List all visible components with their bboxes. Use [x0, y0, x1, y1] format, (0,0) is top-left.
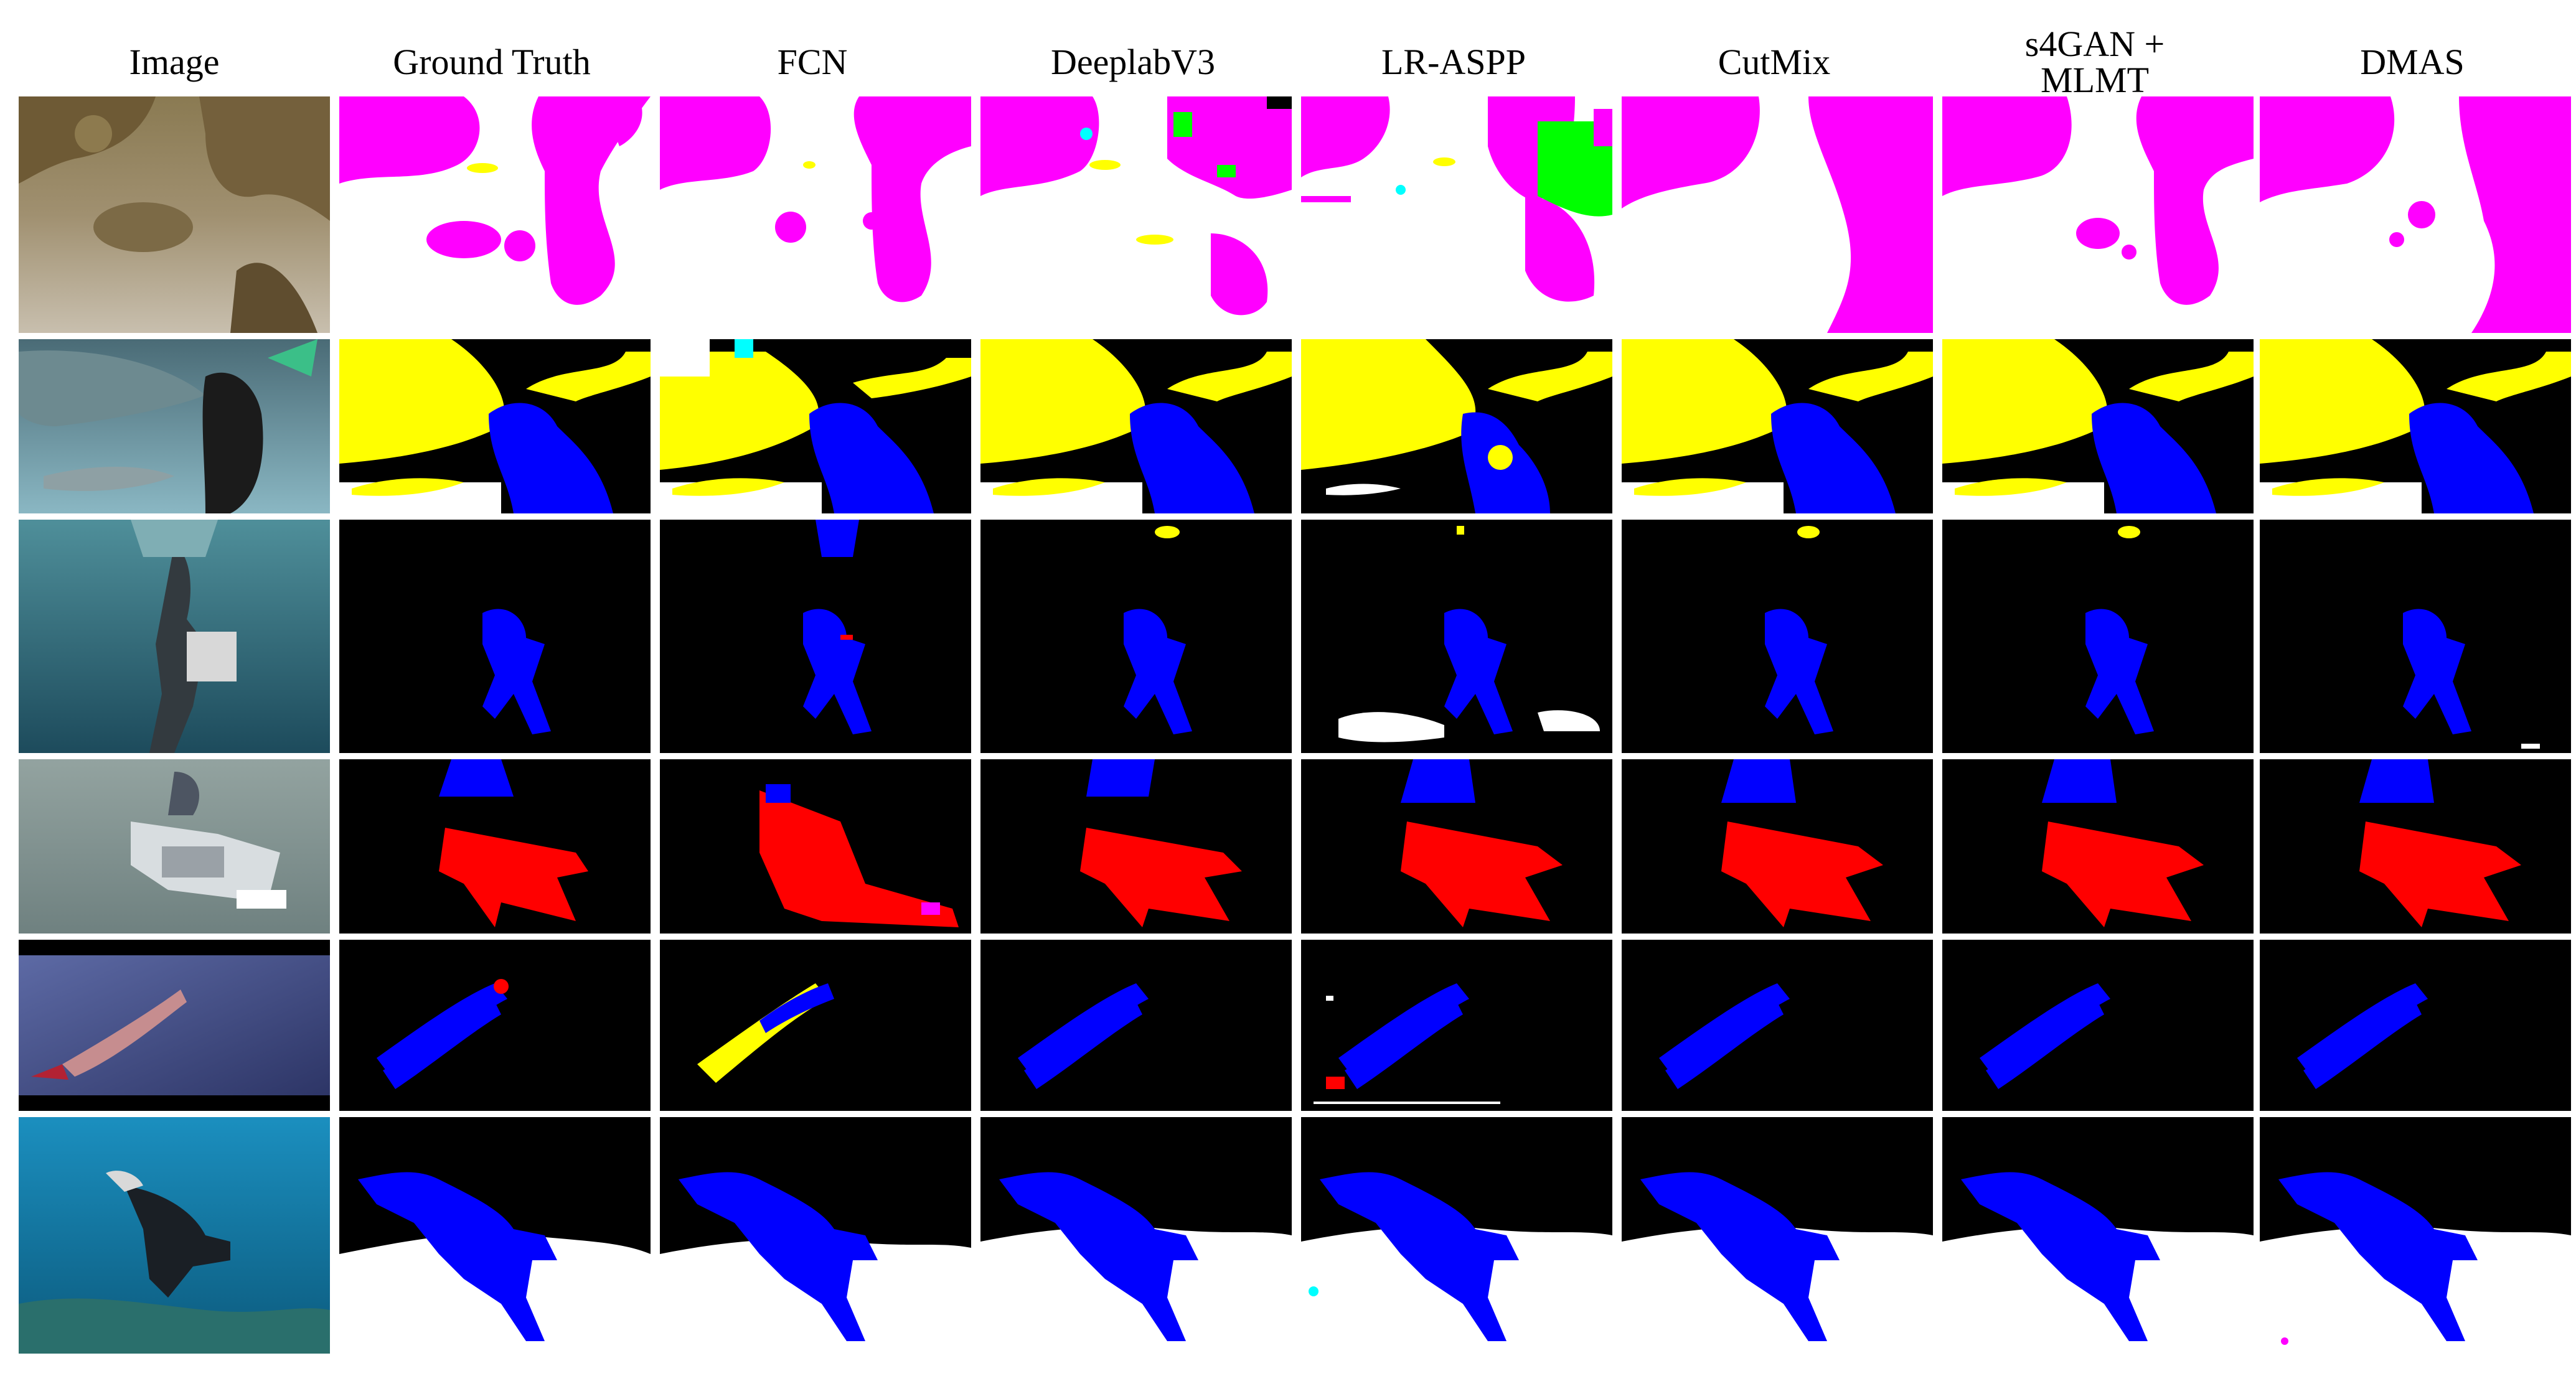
column-header-dmas: DMAS [2360, 42, 2465, 82]
row1-image [19, 96, 330, 333]
column-header-deeplabv3: DeeplabV3 [1050, 42, 1216, 82]
row5-ground-truth [339, 940, 651, 1111]
row2-lr-aspp [1301, 339, 1612, 513]
column-header-image: Image [129, 42, 220, 82]
row6-image [19, 1117, 330, 1354]
row5-fcn [660, 940, 971, 1111]
row6-dmas [2260, 1117, 2571, 1354]
row4-deeplabv3 [980, 759, 1292, 934]
column-header-cutmix: CutMix [1718, 42, 1831, 82]
row2-cutmix [1622, 339, 1933, 513]
column-header-ground-truth: Ground Truth [393, 42, 591, 82]
row6-ground-truth [339, 1117, 651, 1354]
row2-fcn [660, 339, 971, 513]
row6-lr-aspp [1301, 1117, 1612, 1354]
row1-ground-truth [339, 96, 651, 333]
row6-s4gan-mlmt [1942, 1117, 2254, 1354]
row2-ground-truth [339, 339, 651, 513]
column-header-s4gan-line2: MLMT [2041, 60, 2149, 100]
row1-s4gan-mlmt [1942, 96, 2254, 333]
row4-image [19, 759, 330, 934]
row3-deeplabv3 [980, 520, 1292, 753]
row5-s4gan-mlmt [1942, 940, 2254, 1111]
row2-deeplabv3 [980, 339, 1292, 513]
row1-fcn [660, 96, 971, 333]
row2-image [19, 339, 330, 513]
row4-ground-truth [339, 759, 651, 934]
row1-lr-aspp [1301, 96, 1612, 333]
row3-lr-aspp [1301, 520, 1612, 753]
row1-cutmix [1622, 96, 1933, 333]
column-header-lr-aspp: LR-ASPP [1381, 42, 1526, 82]
row4-s4gan-mlmt [1942, 759, 2254, 934]
row5-image [19, 940, 330, 1111]
row1-dmas [2260, 96, 2571, 333]
row6-fcn [660, 1117, 971, 1354]
row3-fcn [660, 520, 971, 753]
row1-deeplabv3 [980, 96, 1292, 333]
row4-dmas [2260, 759, 2571, 934]
row4-fcn [660, 759, 971, 934]
row2-dmas [2260, 339, 2571, 513]
row4-cutmix [1622, 759, 1933, 934]
row3-dmas [2260, 520, 2571, 753]
row2-s4gan-mlmt [1942, 339, 2254, 513]
row5-dmas [2260, 940, 2571, 1111]
row3-image [19, 520, 330, 753]
row3-s4gan-mlmt [1942, 520, 2254, 753]
row3-ground-truth [339, 520, 651, 753]
row5-lr-aspp [1301, 940, 1612, 1111]
column-header-s4gan-line1: s4GAN + [2024, 24, 2165, 64]
row5-cutmix [1622, 940, 1933, 1111]
row6-deeplabv3 [980, 1117, 1292, 1354]
row3-cutmix [1622, 520, 1933, 753]
row4-lr-aspp [1301, 759, 1612, 934]
row5-deeplabv3 [980, 940, 1292, 1111]
row6-cutmix [1622, 1117, 1933, 1354]
column-header-s4gan-mlmt: s4GAN + MLMT [1936, 19, 2254, 106]
column-header-fcn: FCN [777, 42, 848, 82]
